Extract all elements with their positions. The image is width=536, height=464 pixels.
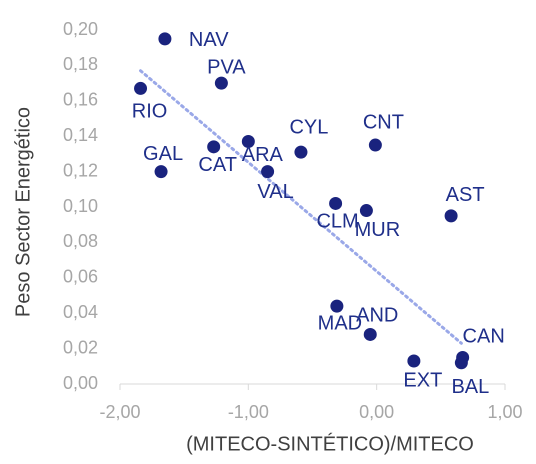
y-tick-label: 0,04 [63, 302, 98, 322]
point [368, 138, 382, 152]
y-axis-title: Peso Sector Energético [12, 107, 34, 317]
point-label: AST [446, 184, 485, 206]
point-label: ARA [242, 144, 284, 166]
y-tick-label: 0,02 [63, 337, 98, 357]
point [261, 165, 275, 179]
x-tick-label: -1,00 [228, 402, 269, 422]
point-label: RIO [132, 101, 168, 123]
y-tick-label: 0,06 [63, 267, 98, 287]
trendline [139, 69, 463, 345]
point [154, 165, 168, 179]
point [241, 135, 255, 149]
point-label: VAL [257, 181, 293, 203]
point [214, 76, 228, 90]
point-label: CAN [463, 326, 505, 348]
point-label: GAL [143, 143, 183, 165]
x-tick-label: 0,00 [359, 402, 394, 422]
point-label: MUR [355, 219, 401, 241]
point-label: PVA [207, 56, 246, 78]
point [329, 196, 343, 210]
y-tick-label: 0,18 [63, 54, 98, 74]
point [363, 327, 377, 341]
x-axis-title: (MITECO-SINTÉTICO)/MITECO [186, 432, 474, 455]
y-tick-label: 0,08 [63, 231, 98, 251]
point-label: AND [356, 305, 398, 327]
y-tick-label: 0,10 [63, 196, 98, 216]
point-label: NAV [189, 29, 229, 51]
point-label: CYL [289, 116, 328, 138]
point [207, 140, 221, 154]
x-tick-label: -2,00 [99, 402, 140, 422]
point [456, 350, 470, 364]
point [294, 145, 308, 159]
y-tick-label: 0,20 [63, 19, 98, 39]
point-label: EXT [403, 369, 442, 391]
y-tick-label: 0,16 [63, 90, 98, 110]
y-tick-label: 0,00 [63, 373, 98, 393]
point [407, 354, 421, 368]
point-label: CLM [316, 211, 358, 233]
point [359, 204, 373, 218]
point [444, 209, 458, 223]
point [330, 299, 344, 313]
point [134, 81, 148, 95]
point-label: CNT [363, 111, 404, 133]
x-tick-label: 1,00 [487, 402, 522, 422]
point-label: MAD [318, 312, 362, 334]
point-label: CAT [198, 154, 237, 176]
point-label: BAL [451, 376, 489, 398]
y-tick-label: 0,14 [63, 125, 98, 145]
y-tick-label: 0,12 [63, 160, 98, 180]
point [158, 32, 172, 46]
